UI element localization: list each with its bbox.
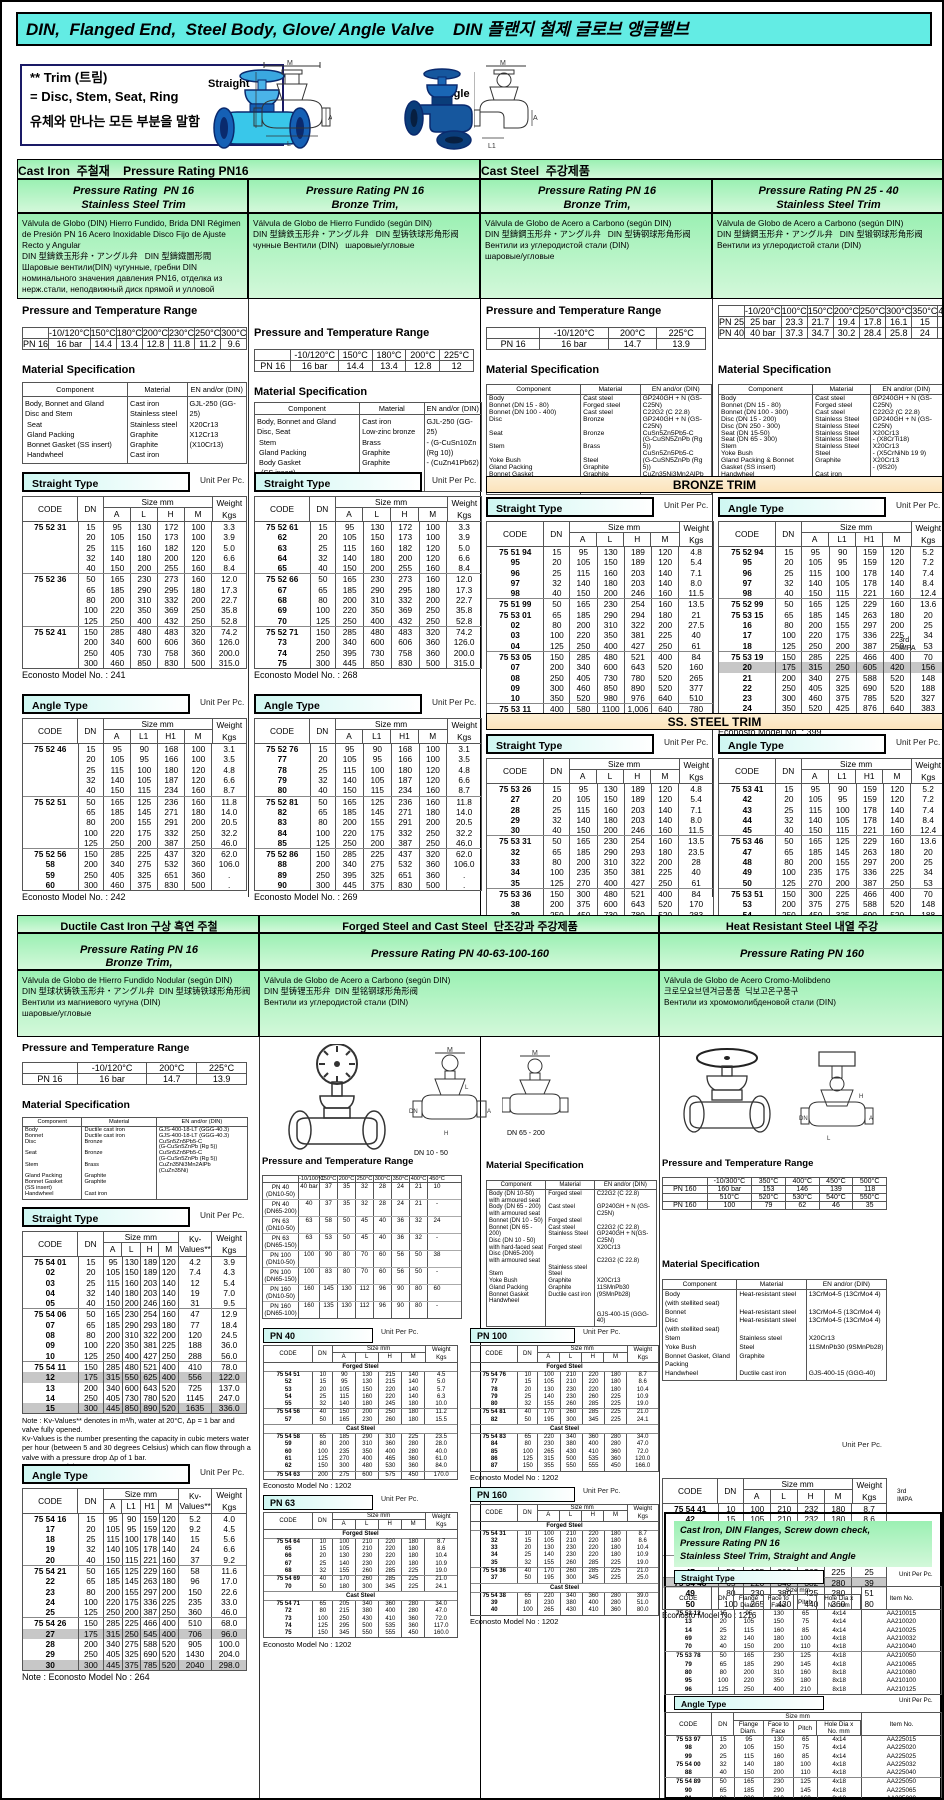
svg-text:M: M: [447, 1047, 453, 1054]
svg-text:H: H: [859, 1094, 863, 1100]
svg-text:A: A: [487, 1109, 491, 1115]
svg-text:L: L: [287, 141, 291, 148]
svg-text:DN: DN: [409, 1109, 418, 1115]
svg-text:DN: DN: [799, 1116, 808, 1122]
svg-text:A: A: [328, 115, 332, 122]
svg-text:A: A: [533, 115, 538, 122]
svg-text:L: L: [465, 1085, 469, 1091]
svg-text:L: L: [827, 1136, 831, 1142]
svg-text:L1: L1: [488, 143, 496, 150]
svg-text:H: H: [444, 1131, 448, 1137]
svg-text:M: M: [532, 1050, 538, 1057]
svg-text:A: A: [869, 1116, 873, 1122]
svg-text:M: M: [287, 60, 293, 67]
svg-text:M: M: [500, 60, 506, 67]
